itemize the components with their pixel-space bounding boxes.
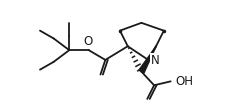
- Text: N: N: [151, 54, 160, 67]
- Text: OH: OH: [176, 75, 194, 88]
- Polygon shape: [139, 46, 156, 73]
- Text: O: O: [83, 35, 92, 48]
